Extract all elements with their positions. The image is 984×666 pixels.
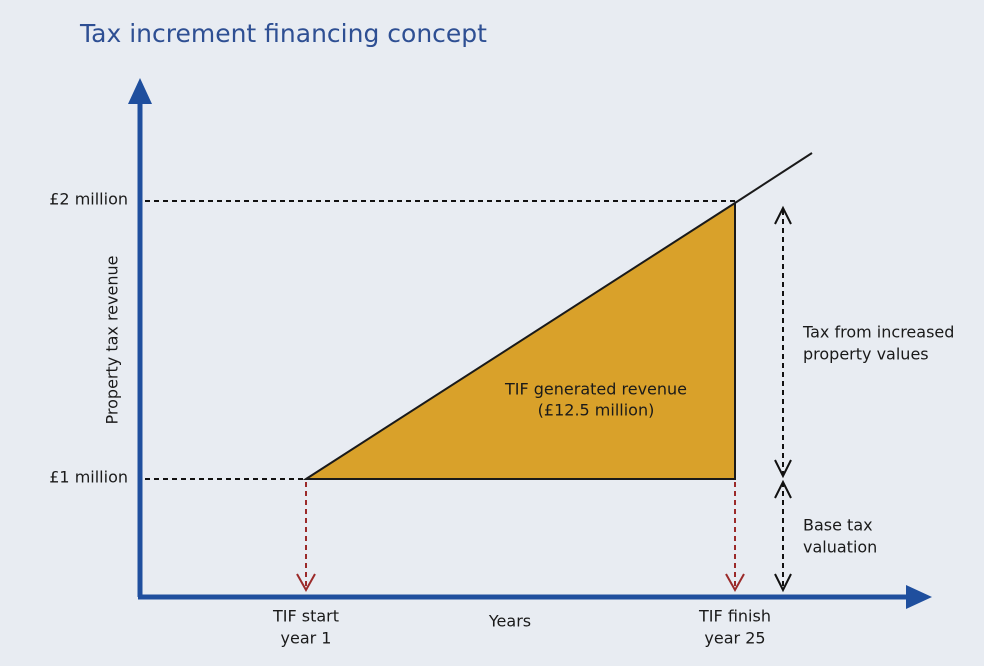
growth-line [734,152,813,204]
y-axis-label: Property tax revenue [103,256,122,425]
x-axis-label: Years [488,612,531,631]
y-level-label: £1 million [49,468,128,487]
range-arrows [774,205,792,593]
y-level-label: £2 million [49,190,128,209]
region-label: Tax from increased [802,323,954,342]
region-label: property values [803,345,929,364]
x-mark-label: TIF finish [698,607,771,626]
region-label: TIF generated revenue [504,380,687,399]
region-label: Base tax [803,516,873,535]
region-label: valuation [803,538,877,557]
x-mark-label: TIF start [272,607,339,626]
revenue-area [302,201,736,480]
x-mark-label: year 25 [704,629,765,648]
axes [128,78,932,609]
drop-arrows [296,482,745,593]
title: Tax increment financing concept [79,19,487,48]
x-mark-label: year 1 [281,629,332,648]
region-label: (£12.5 million) [538,401,655,420]
